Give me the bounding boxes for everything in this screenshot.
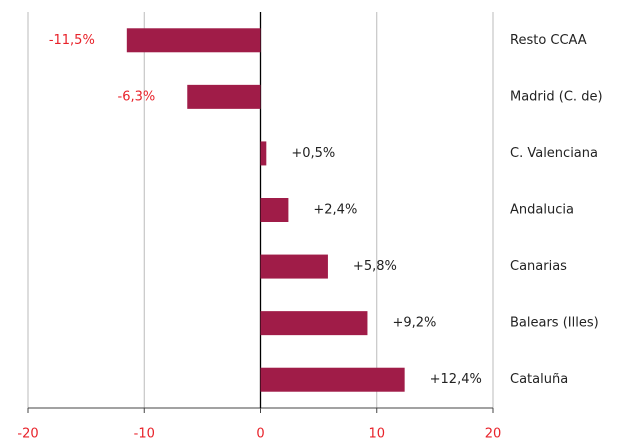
- x-tick-label: -20: [17, 427, 38, 442]
- x-tick-label: -10: [134, 427, 155, 442]
- value-label: +9,2%: [392, 316, 436, 331]
- category-label: C. Valenciana: [510, 146, 598, 161]
- value-label: +12,4%: [430, 372, 482, 387]
- bar: [260, 198, 289, 222]
- value-label: +5,8%: [353, 259, 397, 274]
- x-tick-label: 0: [256, 427, 264, 442]
- bar: [260, 367, 405, 392]
- bar: [260, 141, 267, 166]
- bar: [260, 254, 328, 279]
- value-label: -6,3%: [118, 89, 156, 104]
- category-label: Cataluña: [510, 372, 568, 387]
- category-label: Resto CCAA: [510, 33, 587, 48]
- value-label: +0,5%: [291, 146, 335, 161]
- bar: [187, 84, 261, 109]
- category-label: Madrid (C. de): [510, 89, 603, 104]
- category-label: Andalucia: [510, 203, 574, 218]
- bar: [126, 28, 261, 53]
- bar: [260, 311, 368, 336]
- x-tick-label: 10: [368, 427, 385, 442]
- value-label: -11,5%: [49, 33, 95, 48]
- category-label: Balears (Illes): [510, 316, 599, 331]
- value-label: +2,4%: [313, 203, 357, 218]
- category-label: Canarias: [510, 259, 567, 274]
- x-tick-label: 20: [485, 427, 502, 442]
